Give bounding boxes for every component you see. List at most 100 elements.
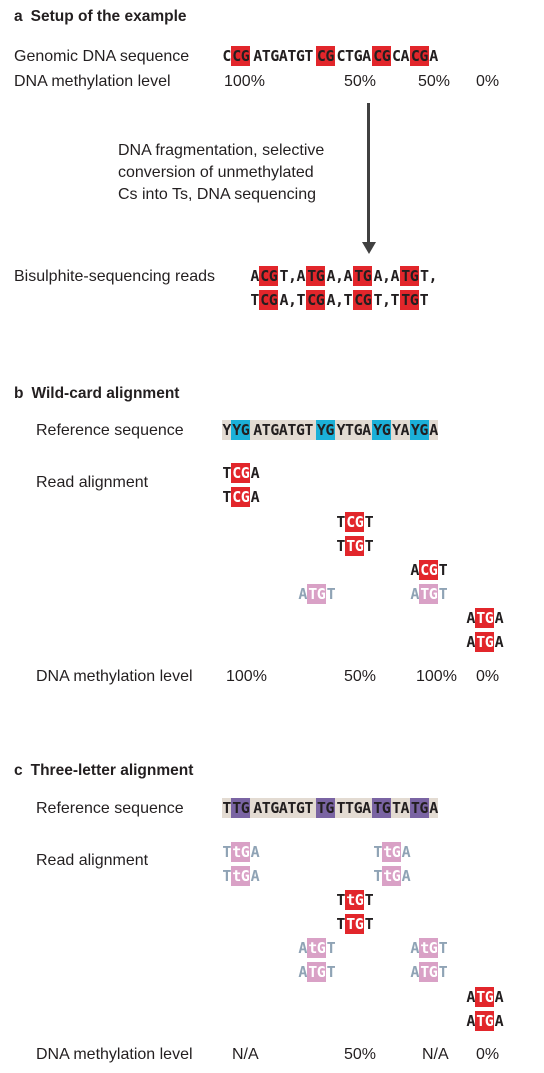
genomic-dna-label: Genomic DNA sequence: [14, 48, 190, 65]
highlighted-dinucleotide: TG: [353, 266, 373, 286]
sequence-segment: A: [429, 799, 438, 817]
sequence-segment: T: [336, 513, 345, 531]
sequence-segment: A,T: [279, 291, 306, 309]
level-a-2: 50%: [344, 73, 377, 90]
sequence-segment: T: [222, 843, 231, 861]
sequence-segment: A: [298, 939, 307, 957]
c-read-8: ATGA: [466, 1011, 504, 1031]
sequence-segment: T: [326, 963, 336, 981]
sequence-segment: A: [410, 561, 419, 579]
methylation-label-c: DNA methylation level: [36, 1046, 193, 1063]
highlighted-dinucleotide: TG: [419, 584, 439, 604]
c-read-5a: AtGT: [298, 938, 336, 958]
sequence-segment: T: [438, 561, 448, 579]
process-line-1: DNA fragmentation, selective: [118, 142, 325, 159]
highlighted-dinucleotide: CG: [372, 46, 392, 66]
highlighted-dinucleotide: CG: [231, 487, 251, 507]
sequence-segment: CTGA: [336, 47, 372, 65]
c-read-2b: TtGA: [373, 866, 411, 886]
sequence-segment: A: [494, 988, 504, 1006]
sequence-segment: YTGA: [336, 421, 372, 439]
highlighted-dinucleotide: tG: [419, 938, 439, 958]
sequence-segment: T: [419, 291, 429, 309]
highlighted-dinucleotide: CG: [315, 46, 335, 66]
level-c-4: 0%: [476, 1046, 500, 1063]
sequence-segment: T: [336, 537, 345, 555]
sequence-segment: T: [222, 464, 231, 482]
sequence-segment: T: [222, 867, 231, 885]
sequence-segment: T: [250, 291, 259, 309]
sequence-segment: T: [326, 939, 336, 957]
highlighted-dinucleotide: tG: [231, 842, 251, 862]
sequence-segment: A: [250, 464, 260, 482]
sequence-segment: A: [494, 633, 504, 651]
highlighted-dinucleotide: TG: [231, 798, 251, 818]
sequence-segment: T: [222, 488, 231, 506]
level-a-4: 0%: [476, 73, 500, 90]
sequence-segment: A: [466, 1012, 475, 1030]
sequence-segment: A: [410, 585, 419, 603]
c-read-1a: TtGA: [222, 842, 260, 862]
sequence-segment: A: [494, 1012, 504, 1030]
sequence-segment: T: [326, 585, 336, 603]
sequence-segment: T,T: [373, 291, 400, 309]
process-line-2: conversion of unmethylated: [118, 164, 314, 181]
sequence-segment: A: [466, 633, 475, 651]
sequence-segment: A: [250, 488, 260, 506]
sequence-segment: A: [466, 609, 475, 627]
c-read-6a: ATGT: [298, 962, 336, 982]
highlighted-dinucleotide: CG: [409, 46, 429, 66]
sequence-segment: A,T: [326, 291, 353, 309]
c-read-4: TTGT: [336, 914, 374, 934]
highlighted-dinucleotide: TG: [345, 914, 365, 934]
level-c-1: N/A: [232, 1046, 259, 1063]
highlighted-dinucleotide: YG: [231, 420, 251, 440]
sequence-segment: T: [373, 867, 382, 885]
read-alignment-label-c: Read alignment: [36, 852, 149, 869]
highlighted-dinucleotide: CG: [259, 290, 279, 310]
highlighted-dinucleotide: CG: [419, 560, 439, 580]
highlighted-dinucleotide: YG: [409, 420, 429, 440]
reads-label: Bisulphite-sequencing reads: [14, 268, 216, 285]
highlighted-dinucleotide: tG: [345, 890, 365, 910]
highlighted-dinucleotide: TG: [400, 266, 420, 286]
panel-b-title: Wild-card alignment: [31, 385, 180, 402]
sequence-segment: TA: [392, 799, 410, 817]
sequence-segment: T: [222, 799, 231, 817]
sequence-segment: A: [298, 585, 307, 603]
highlighted-dinucleotide: CG: [345, 512, 365, 532]
level-a-1: 100%: [224, 73, 265, 90]
b-read-6a: ATGT: [298, 584, 336, 604]
highlighted-dinucleotide: TG: [306, 266, 326, 286]
level-b-2: 50%: [344, 668, 377, 685]
sequence-segment: A: [250, 267, 259, 285]
highlighted-dinucleotide: TG: [372, 798, 392, 818]
sequence-segment: A,A: [373, 267, 400, 285]
c-read-6b: ATGT: [410, 962, 448, 982]
panel-a-title: Setup of the example: [30, 8, 187, 25]
highlighted-dinucleotide: TG: [315, 798, 335, 818]
highlighted-dinucleotide: tG: [382, 842, 402, 862]
c-read-1b: TtGA: [222, 866, 260, 886]
highlighted-dinucleotide: CG: [259, 266, 279, 286]
b-read-4: TTGT: [336, 536, 374, 556]
c-read-7: ATGA: [466, 987, 504, 1007]
panel-a-letter: a: [14, 8, 23, 25]
b-read-2: TCGA: [222, 487, 260, 507]
sequence-segment: Y: [222, 421, 231, 439]
highlighted-dinucleotide: TG: [419, 962, 439, 982]
highlighted-dinucleotide: tG: [231, 866, 251, 886]
sequence-segment: A: [429, 421, 438, 439]
c-read-2a: TtGA: [373, 842, 411, 862]
process-arrow-head: [361, 242, 376, 254]
highlighted-dinucleotide: TG: [475, 987, 495, 1007]
highlighted-dinucleotide: TG: [475, 608, 495, 628]
sequence-segment: A: [466, 988, 475, 1006]
sequence-segment: T: [438, 585, 448, 603]
highlighted-dinucleotide: tG: [307, 938, 327, 958]
sequence-segment: T: [438, 963, 448, 981]
genomic-dna-sequence: CCG ATGATGT CG CTGA CG CA CGA: [222, 46, 438, 66]
process-description: DNA fragmentation, selective conversion …: [118, 140, 324, 206]
highlighted-dinucleotide: CG: [306, 290, 326, 310]
b-read-3: TCGT: [336, 512, 374, 532]
